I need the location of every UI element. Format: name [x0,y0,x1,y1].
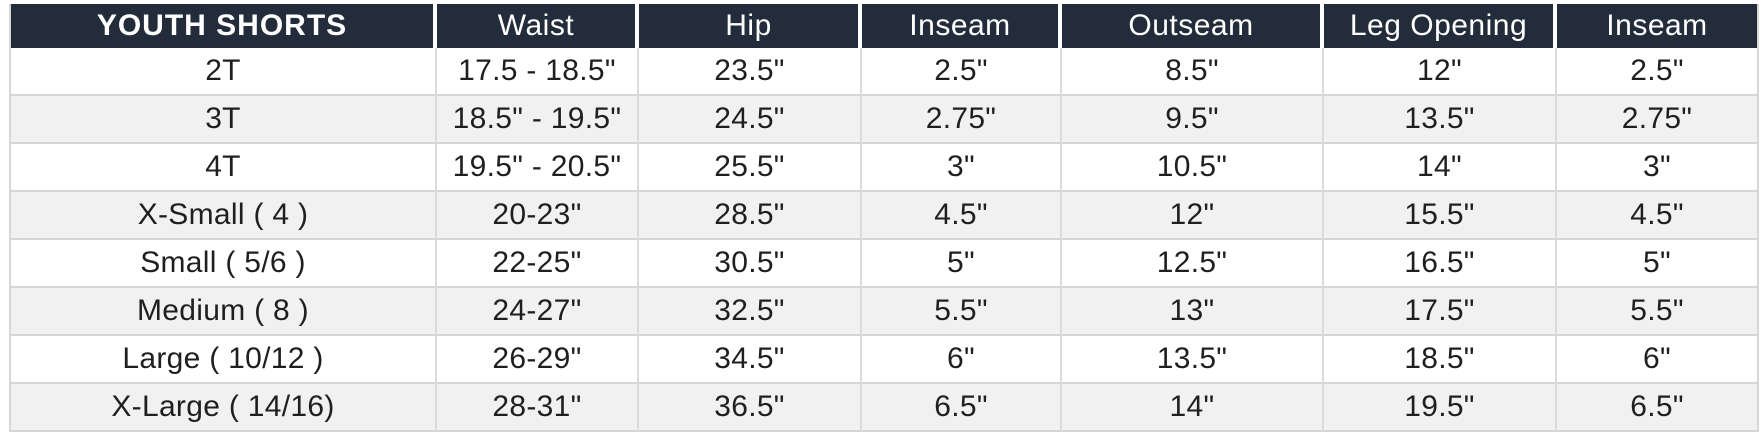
header-row: YOUTH SHORTS Waist Hip Inseam Outseam Le… [11,4,1757,48]
table-row: 3T 18.5" - 19.5" 24.5" 2.75" 9.5" 13.5" 2.75" [11,96,1757,144]
measurement-cell: 10.5" [1062,144,1324,192]
column-header-inseam: Inseam [862,4,1062,48]
measurement-cell: 34.5" [639,336,862,384]
measurement-cell: 18.5" [1324,336,1557,384]
measurement-cell: 24-27" [437,288,639,336]
size-label-cell: X-Large ( 14/16) [11,384,437,432]
measurement-cell: 13.5" [1324,96,1557,144]
measurement-cell: 6.5" [1557,384,1757,432]
size-chart-table: YOUTH SHORTS Waist Hip Inseam Outseam Le… [9,4,1759,432]
measurement-cell: 17.5 - 18.5" [437,48,639,96]
measurement-cell: 32.5" [639,288,862,336]
measurement-cell: 19.5" [1324,384,1557,432]
column-header-waist: Waist [437,4,639,48]
measurement-cell: 14" [1324,144,1557,192]
column-header-hip: Hip [639,4,862,48]
measurement-cell: 6.5" [862,384,1062,432]
measurement-cell: 3" [862,144,1062,192]
size-label-cell: 3T [11,96,437,144]
table-row: 2T 17.5 - 18.5" 23.5" 2.5" 8.5" 12" 2.5" [11,48,1757,96]
measurement-cell: 18.5" - 19.5" [437,96,639,144]
measurement-cell: 24.5" [639,96,862,144]
measurement-cell: 2.5" [1557,48,1757,96]
size-label-cell: Medium ( 8 ) [11,288,437,336]
size-label-cell: 4T [11,144,437,192]
measurement-cell: 3" [1557,144,1757,192]
measurement-cell: 6" [1557,336,1757,384]
measurement-cell: 15.5" [1324,192,1557,240]
measurement-cell: 16.5" [1324,240,1557,288]
measurement-cell: 28-31" [437,384,639,432]
size-label-cell: Small ( 5/6 ) [11,240,437,288]
table-row: Small ( 5/6 ) 22-25" 30.5" 5" 12.5" 16.5" 5" [11,240,1757,288]
measurement-cell: 19.5" - 20.5" [437,144,639,192]
measurement-cell: 4.5" [1557,192,1757,240]
size-label-cell: Large ( 10/12 ) [11,336,437,384]
measurement-cell: 2.5" [862,48,1062,96]
measurement-cell: 22-25" [437,240,639,288]
table-row: X-Small ( 4 ) 20-23" 28.5" 4.5" 12" 15.5" 4.5" [11,192,1757,240]
size-label-cell: X-Small ( 4 ) [11,192,437,240]
measurement-cell: 25.5" [639,144,862,192]
measurement-cell: 5" [862,240,1062,288]
table-header: YOUTH SHORTS Waist Hip Inseam Outseam Le… [11,4,1757,48]
table-row: Large ( 10/12 ) 26-29" 34.5" 6" 13.5" 18.5" 6" [11,336,1757,384]
measurement-cell: 14" [1062,384,1324,432]
measurement-cell: 17.5" [1324,288,1557,336]
measurement-cell: 13" [1062,288,1324,336]
measurement-cell: 2.75" [862,96,1062,144]
measurement-cell: 5.5" [1557,288,1757,336]
measurement-cell: 6" [862,336,1062,384]
measurement-cell: 12" [1062,192,1324,240]
measurement-cell: 28.5" [639,192,862,240]
measurement-cell: 8.5" [1062,48,1324,96]
measurement-cell: 5" [1557,240,1757,288]
measurement-cell: 12.5" [1062,240,1324,288]
measurement-cell: 5.5" [862,288,1062,336]
measurement-cell: 36.5" [639,384,862,432]
table-row: Medium ( 8 ) 24-27" 32.5" 5.5" 13" 17.5" 5.5" [11,288,1757,336]
measurement-cell: 2.75" [1557,96,1757,144]
column-header-inseam-2: Inseam [1557,4,1757,48]
measurement-cell: 4.5" [862,192,1062,240]
measurement-cell: 26-29" [437,336,639,384]
column-header-outseam: Outseam [1062,4,1324,48]
table-title: YOUTH SHORTS [11,4,437,48]
measurement-cell: 23.5" [639,48,862,96]
measurement-cell: 9.5" [1062,96,1324,144]
column-header-leg-opening: Leg Opening [1324,4,1557,48]
table-body: 2T 17.5 - 18.5" 23.5" 2.5" 8.5" 12" 2.5" 3T 18.5… [11,48,1757,432]
table-row: X-Large ( 14/16) 28-31" 36.5" 6.5" 14" 19.5" 6… [11,384,1757,432]
measurement-cell: 20-23" [437,192,639,240]
measurement-cell: 13.5" [1062,336,1324,384]
measurement-cell: 30.5" [639,240,862,288]
measurement-cell: 12" [1324,48,1557,96]
size-label-cell: 2T [11,48,437,96]
table-row: 4T 19.5" - 20.5" 25.5" 3" 10.5" 14" 3" [11,144,1757,192]
